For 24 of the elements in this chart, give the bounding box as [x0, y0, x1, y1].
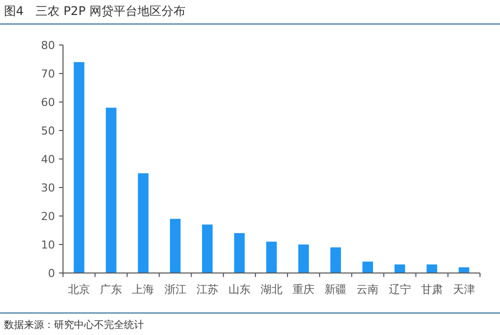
x-tick-label: 辽宁 [388, 283, 411, 296]
x-tick-label: 云南 [356, 283, 379, 296]
y-tick-label: 60 [41, 96, 55, 109]
x-tick-label: 新疆 [324, 283, 347, 296]
y-tick-label: 10 [41, 238, 55, 252]
y-tick-label: 50 [41, 124, 55, 138]
source-note: 数据来源：研究中心不完全统计 [4, 319, 144, 331]
x-tick-label: 山东 [228, 283, 250, 296]
x-tick-label: 北京 [68, 283, 90, 296]
x-tick-label: 浙江 [164, 283, 186, 296]
x-tick-label: 上海 [132, 283, 154, 296]
x-tick-label: 湖北 [260, 283, 282, 296]
x-tick-label: 甘肃 [420, 283, 443, 296]
y-tick-label: 70 [41, 68, 55, 80]
y-tick-label: 80 [41, 39, 55, 52]
y-tick-label: 40 [41, 153, 55, 166]
y-tick-label: 30 [41, 182, 55, 194]
x-tick-label: 江苏 [196, 283, 218, 296]
y-tick-label: 0 [48, 267, 55, 280]
x-tick-label: 广东 [100, 283, 122, 296]
title: 图4 三农 P2P 网贷平台地区分布 [4, 4, 186, 18]
x-tick-label: 天津 [452, 283, 475, 296]
y-tick-label: 20 [41, 210, 55, 223]
x-tick-label: 重庆 [292, 283, 315, 296]
